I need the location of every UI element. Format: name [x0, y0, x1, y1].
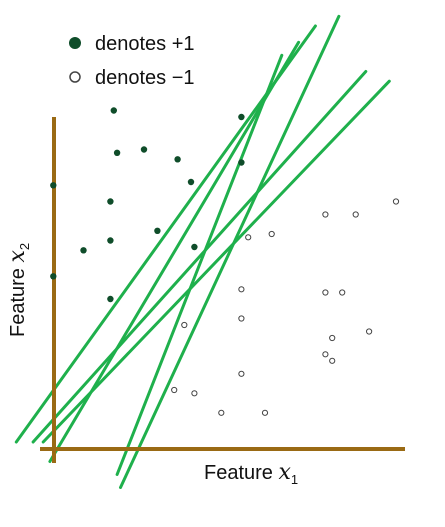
point-positive-13 [187, 178, 195, 186]
point-negative-3 [238, 286, 245, 293]
point-negative-13 [366, 328, 373, 335]
point-positive-2 [50, 273, 57, 280]
separating-line-5 [115, 53, 284, 476]
point-positive-15 [238, 159, 245, 166]
legend-marker-positive [69, 37, 81, 49]
legend-marker-negative [69, 71, 81, 83]
point-positive-14 [238, 113, 245, 121]
separating-line-4 [48, 40, 301, 463]
point-negative-9 [322, 289, 329, 296]
point-negative-6 [352, 211, 359, 218]
point-negative-5 [322, 211, 329, 218]
point-negative-1 [245, 234, 252, 241]
point-negative-8 [339, 289, 346, 296]
point-negative-7 [392, 198, 400, 205]
legend-label-negative: denotes −1 [95, 67, 195, 89]
x-axis-label: Feature x1 [204, 460, 298, 487]
point-positive-8 [113, 149, 121, 156]
separating-line-6 [119, 14, 341, 489]
y-axis-label: Feature x2 [5, 243, 32, 337]
point-negative-19 [261, 409, 269, 416]
point-positive-3 [80, 247, 87, 254]
point-negative-12 [329, 357, 336, 364]
point-positive-1 [50, 182, 57, 189]
point-negative-10 [329, 334, 336, 342]
point-negative-14 [181, 321, 188, 329]
point-positive-11 [174, 156, 181, 163]
separating-line-3 [41, 79, 391, 444]
separating-lines [14, 14, 391, 489]
point-positive-5 [107, 198, 114, 205]
point-negative-2 [268, 230, 275, 238]
axes [40, 117, 405, 463]
point-negative-17 [191, 390, 198, 397]
point-negative-11 [322, 351, 329, 358]
point-negative-16 [171, 386, 178, 394]
point-negative-15 [238, 370, 245, 377]
point-positive-10 [154, 227, 161, 234]
point-negative-4 [238, 315, 245, 322]
point-negative-18 [218, 409, 225, 416]
point-positive-4 [107, 237, 114, 244]
legend: denotes +1 denotes −1 [69, 33, 195, 89]
separating-line-2 [31, 70, 368, 444]
point-positive-7 [110, 107, 118, 114]
point-positive-6 [107, 295, 114, 303]
legend-label-positive: denotes +1 [95, 33, 195, 55]
point-positive-9 [140, 146, 148, 153]
data-points [50, 107, 400, 416]
point-positive-12 [191, 243, 198, 251]
